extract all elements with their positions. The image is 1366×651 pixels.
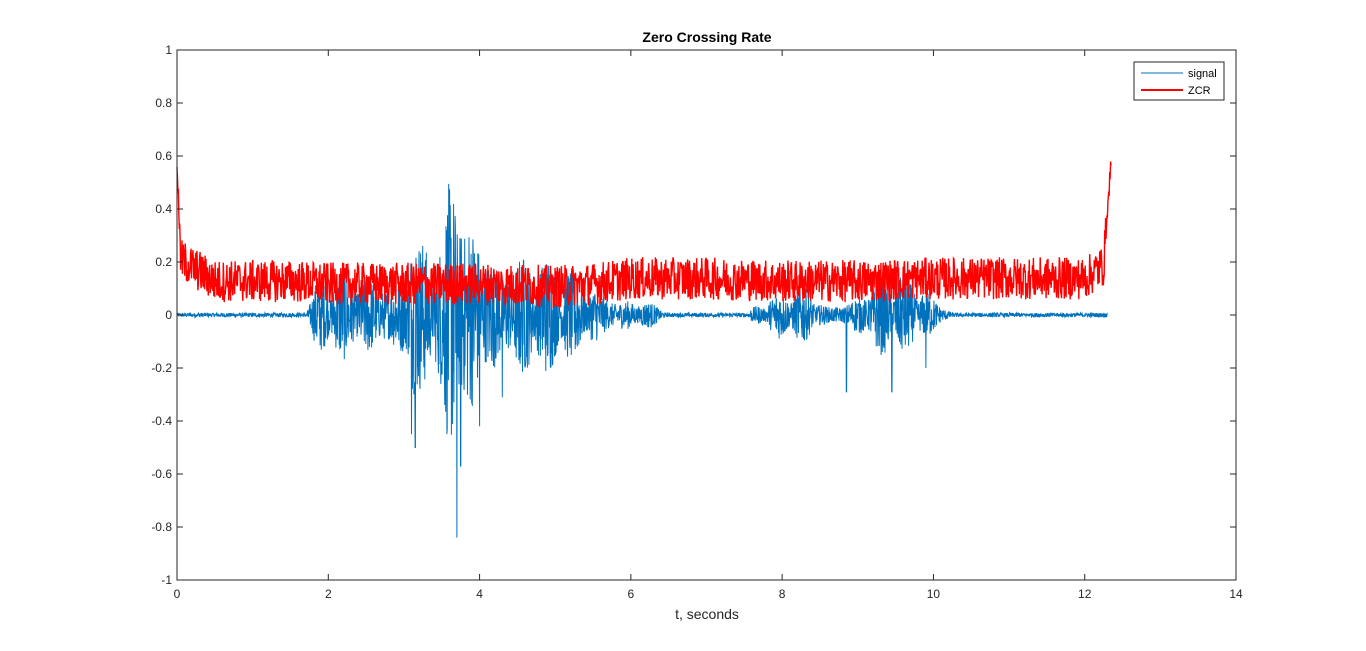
y-tick-label: -1: [161, 573, 172, 587]
x-tick-label: 6: [628, 587, 635, 601]
chart-title: Zero Crossing Rate: [642, 29, 771, 45]
x-tick-label: 12: [1078, 587, 1092, 601]
y-tick-label: 0.6: [155, 149, 172, 163]
ticks-layer: 0 2 4 6 8 10 12 14 -1 -0.8 -0.6 -0.4 -0.2 0 0.2 0.4 0.6 0…: [151, 43, 1243, 601]
x-tick-label: 8: [779, 587, 786, 601]
y-tick-label: 0: [165, 308, 172, 322]
x-tick-label: 14: [1229, 587, 1243, 601]
legend-label-signal: signal: [1188, 68, 1217, 80]
legend: signal ZCR: [1133, 61, 1225, 101]
series-signal-line: [176, 183, 1108, 538]
y-tick-label: -0.2: [151, 361, 172, 375]
x-tick-label: 2: [325, 587, 332, 601]
y-tick-label: 1: [165, 43, 172, 57]
x-tick-label: 4: [476, 587, 483, 601]
y-tick-label: -0.4: [151, 414, 172, 428]
y-tick-label: 0.2: [155, 255, 172, 269]
legend-label-zcr: ZCR: [1188, 85, 1211, 97]
x-axis-label: t, seconds: [675, 606, 739, 622]
x-tick-label: 10: [927, 587, 941, 601]
legend-box: [1133, 61, 1225, 101]
series-zcr-line: [176, 161, 1112, 309]
y-tick-label: 0.4: [155, 202, 172, 216]
plot-frame: [176, 49, 1237, 581]
y-tick-label: 0.8: [155, 96, 172, 110]
x-tick-label: 0: [174, 587, 181, 601]
series-layer: [176, 161, 1112, 538]
y-tick-label: -0.8: [151, 520, 172, 534]
y-tick-label: -0.6: [151, 467, 172, 481]
